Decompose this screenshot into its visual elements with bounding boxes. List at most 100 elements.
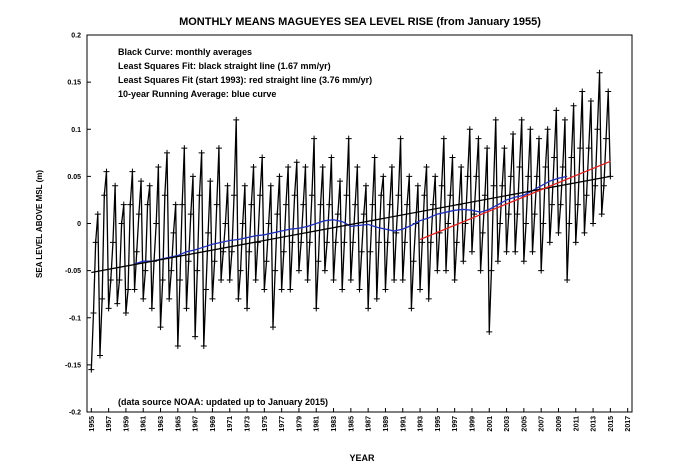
data-point: [531, 211, 538, 218]
data-point: [492, 116, 499, 123]
data-point: [94, 211, 101, 218]
data-point: [131, 286, 138, 293]
data-point: [449, 154, 456, 161]
x-tick-label: 1985: [348, 416, 355, 432]
data-point: [423, 163, 430, 170]
data-point: [445, 220, 452, 227]
y-tick-label: -0.2: [69, 410, 81, 417]
data-point: [293, 159, 300, 166]
data-point: [295, 267, 302, 274]
data-point: [538, 267, 545, 274]
data-point: [585, 145, 592, 152]
data-point: [568, 154, 575, 161]
data-point: [533, 173, 540, 180]
x-tick-label: 1979: [296, 416, 303, 432]
x-tick-label: 1961: [141, 416, 148, 432]
data-point: [183, 305, 190, 312]
x-tick-label: 1981: [314, 416, 321, 432]
data-point: [155, 163, 162, 170]
x-tick-label: 1967: [193, 416, 200, 432]
data-point: [289, 239, 296, 246]
data-point: [345, 135, 352, 142]
data-point: [198, 149, 205, 156]
x-tick-label: 1965: [175, 416, 182, 432]
x-tick-label: 1957: [106, 416, 113, 432]
data-point: [401, 239, 408, 246]
data-point: [373, 295, 380, 302]
x-tick-label: 1955: [89, 416, 96, 432]
data-point: [304, 277, 311, 284]
data-point: [337, 178, 344, 185]
data-point: [220, 248, 227, 255]
data-point: [596, 69, 603, 76]
data-point: [213, 201, 220, 208]
x-tick-label: 1993: [418, 416, 425, 432]
data-point: [486, 328, 493, 335]
data-point: [205, 229, 212, 236]
data-point: [458, 163, 465, 170]
data-point: [252, 277, 259, 284]
data-point: [590, 220, 597, 227]
x-tick-label: 1991: [400, 416, 407, 432]
data-point: [114, 300, 121, 307]
data-point: [224, 182, 231, 189]
data-point: [239, 220, 246, 227]
data-point: [269, 324, 276, 331]
data-point: [559, 163, 566, 170]
x-tick-label: 1977: [279, 416, 286, 432]
data-point: [133, 248, 140, 255]
data-point: [196, 192, 203, 199]
data-point: [194, 267, 201, 274]
x-tick-label: 1971: [227, 416, 234, 432]
data-point: [540, 220, 547, 227]
data-point: [278, 286, 285, 293]
data-point: [460, 258, 467, 265]
data-point: [382, 286, 389, 293]
data-point: [367, 248, 374, 255]
data-point: [103, 168, 110, 175]
data-point: [375, 239, 382, 246]
data-point: [600, 182, 607, 189]
data-point: [603, 135, 610, 142]
data-point: [207, 178, 214, 185]
data-point: [148, 305, 155, 312]
data-point: [122, 310, 129, 317]
data-point: [174, 343, 181, 350]
y-axis-label: SEA LEVEL ABOVE MSL (m): [35, 170, 44, 278]
data-point: [321, 267, 328, 274]
data-point: [226, 277, 233, 284]
data-point: [125, 286, 132, 293]
data-point: [315, 258, 322, 265]
data-point: [101, 192, 108, 199]
data-point: [395, 192, 402, 199]
x-tick-label: 1969: [210, 416, 217, 432]
data-point: [176, 277, 183, 284]
data-point: [179, 201, 186, 208]
data-point: [233, 116, 240, 123]
data-point: [341, 239, 348, 246]
data-point: [358, 248, 365, 255]
data-point: [399, 277, 406, 284]
data-point: [490, 182, 497, 189]
data-point: [218, 277, 225, 284]
data-point: [189, 173, 196, 180]
data-point: [350, 239, 357, 246]
data-point: [501, 145, 508, 152]
x-tick-label: 1963: [158, 416, 165, 432]
data-point: [291, 192, 298, 199]
data-point: [170, 229, 177, 236]
data-point: [438, 182, 445, 189]
data-point: [371, 154, 378, 161]
series-line: [91, 175, 611, 274]
data-point: [572, 239, 579, 246]
data-point: [577, 145, 584, 152]
data-point: [265, 220, 272, 227]
data-point: [581, 229, 588, 236]
data-point: [388, 163, 395, 170]
data-point: [425, 295, 432, 302]
y-tick-label: 0.05: [67, 174, 81, 181]
data-point: [356, 286, 363, 293]
x-tick-label: 2017: [625, 416, 632, 432]
data-point: [587, 97, 594, 104]
data-point: [594, 126, 601, 133]
